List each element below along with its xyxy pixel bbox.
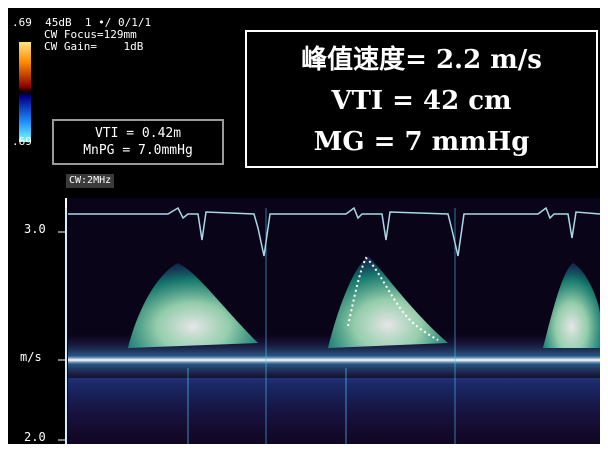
vti-measurement: VTI = 0.42m xyxy=(94,126,182,141)
axis-unit-label: m/s xyxy=(20,350,42,364)
mode-label: CW:2MHz xyxy=(66,174,115,188)
mnpg-measurement: MnPG = 7.0mmHg xyxy=(83,143,193,158)
mean-gradient: MG = 7 mmHg xyxy=(313,127,530,157)
header-line-2: CW Focus=129mm xyxy=(44,28,137,41)
peak-velocity: 峰值速度= 2.2 m/s xyxy=(301,45,542,75)
ultrasound-screen: .69 45dB 1 •/ 0/1/1 CW Focus=129mm CW Ga… xyxy=(8,8,600,444)
axis-bottom-label: 2.0 xyxy=(24,430,46,444)
ecg-trace xyxy=(68,206,600,257)
negative-flow-band xyxy=(68,378,600,444)
flow-envelope xyxy=(128,263,258,348)
flow-envelope xyxy=(328,256,448,348)
colorbar-bottom-label: .69 xyxy=(12,135,32,148)
axis-top-label: 3.0 xyxy=(24,222,46,236)
measurement-box: VTI = 0.42m MnPG = 7.0mmHg xyxy=(52,119,224,165)
header-line-3: CW Gain= 1dB xyxy=(44,40,144,53)
colorbar-scale xyxy=(19,42,31,142)
vti-result: VTI = 42 cm xyxy=(331,86,512,116)
flow-envelope xyxy=(543,263,600,348)
results-panel: 峰值速度= 2.2 m/s VTI = 42 cm MG = 7 mmHg xyxy=(245,30,598,168)
header-line-1: .69 45dB 1 •/ 0/1/1 xyxy=(12,16,152,29)
doppler-display xyxy=(19,42,600,444)
